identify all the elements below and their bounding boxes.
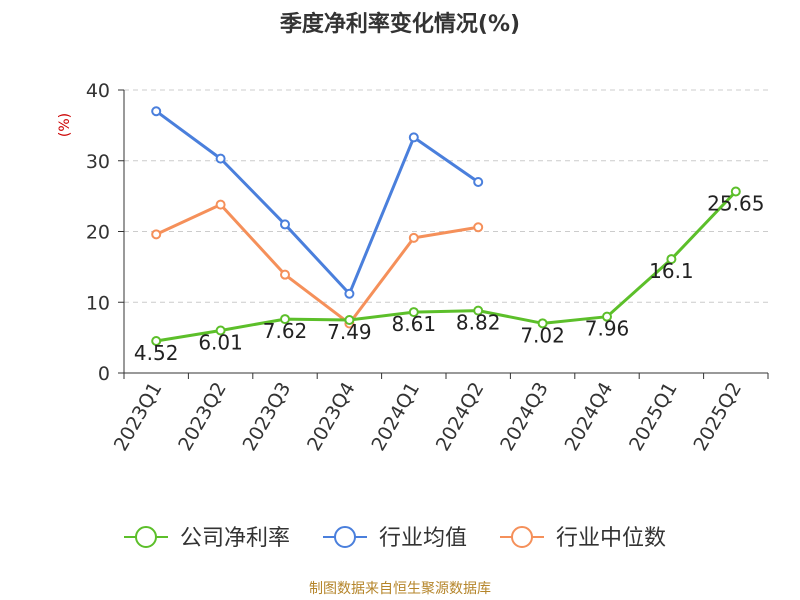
legend-label: 行业均值 — [379, 526, 467, 551]
x-tick-label: 2023Q1 — [110, 379, 167, 455]
chart-title: 季度净利率变化情况(%) — [279, 12, 521, 37]
legend-marker — [135, 526, 157, 548]
data-point — [215, 325, 226, 336]
legend-label: 行业中位数 — [556, 526, 666, 551]
data-point — [537, 318, 548, 329]
data-label: 4.52 — [134, 341, 179, 365]
y-tick-label: 30 — [86, 151, 110, 173]
data-label: 6.01 — [198, 330, 243, 354]
legend-marker — [511, 526, 533, 548]
x-tick-label: 2024Q4 — [561, 379, 618, 455]
data-label: 7.49 — [327, 320, 372, 344]
data-point — [408, 132, 419, 143]
data-point — [280, 219, 290, 230]
data-point — [151, 229, 162, 240]
legend-label: 公司净利率 — [180, 526, 290, 551]
x-tick-label: 2025Q2 — [689, 379, 746, 455]
data-label: 25.65 — [707, 192, 764, 216]
x-tick-label: 2024Q2 — [432, 379, 489, 455]
data-point — [151, 106, 162, 117]
data-point — [344, 288, 355, 299]
series-line — [155, 190, 737, 343]
data-point — [215, 199, 226, 210]
legend-marker — [334, 526, 356, 548]
data-point — [280, 269, 290, 280]
data-source-note: 制图数据来自恒生聚源数据库 — [309, 581, 491, 597]
y-tick-label: 0 — [98, 363, 110, 385]
y-tick-label: 40 — [86, 80, 110, 102]
y-tick-label: 10 — [86, 292, 110, 314]
data-point — [473, 176, 484, 187]
data-point — [215, 153, 226, 164]
x-tick-label: 2023Q2 — [174, 379, 231, 455]
data-point — [602, 311, 612, 322]
y-tick-label: 20 — [86, 222, 110, 244]
data-point — [408, 307, 419, 318]
x-tick-label: 2023Q3 — [239, 379, 296, 455]
x-tick-label: 2024Q3 — [496, 379, 553, 455]
data-point — [280, 314, 290, 325]
x-tick-label: 2025Q1 — [625, 379, 682, 455]
series-line — [155, 203, 479, 325]
data-label: 7.96 — [585, 317, 630, 341]
data-label: 7.62 — [263, 319, 308, 343]
series-line — [155, 110, 480, 296]
data-label: 16.1 — [649, 259, 694, 283]
data-point — [151, 336, 162, 347]
data-point — [473, 222, 484, 233]
data-point — [344, 315, 355, 326]
data-point — [666, 254, 677, 265]
data-point — [730, 186, 741, 197]
data-label: 7.02 — [520, 323, 565, 347]
x-tick-label: 2024Q1 — [367, 379, 424, 455]
data-point — [473, 305, 484, 316]
x-tick-label: 2023Q4 — [303, 379, 360, 455]
data-label: 8.61 — [392, 312, 437, 336]
y-axis-label: (%) — [57, 113, 73, 137]
data-label: 8.82 — [456, 311, 501, 335]
data-point — [408, 232, 419, 243]
